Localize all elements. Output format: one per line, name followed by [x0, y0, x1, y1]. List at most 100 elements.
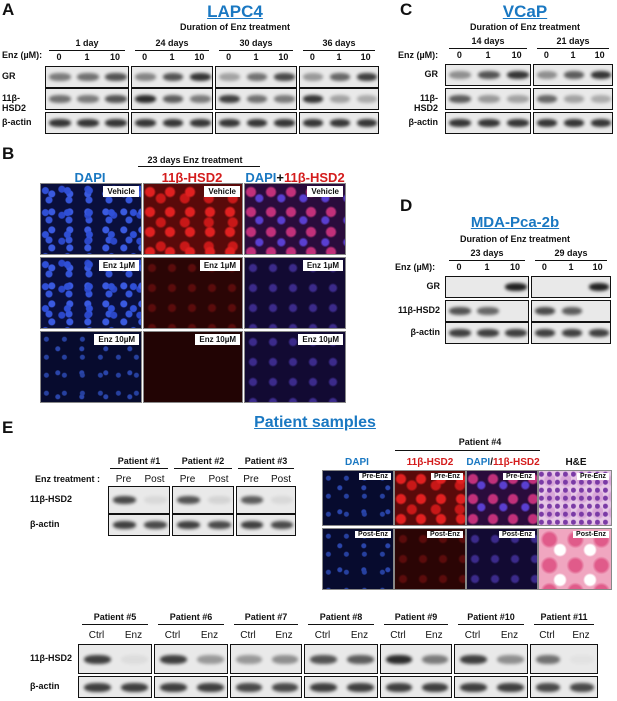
panel-e-merge-hsd2: 11β-HSD2	[493, 457, 540, 468]
panel-e-col-hsd2: 11β-HSD2	[406, 457, 454, 468]
panel-a-dose-label: 1	[169, 52, 175, 62]
panel-e-bottom-row-label-0: 11β-HSD2	[30, 653, 73, 663]
panel-e-merge-slash: /	[490, 457, 493, 468]
panel-e-band	[310, 683, 337, 692]
panel-e-patient-top-1: Patient #2	[181, 456, 225, 466]
panel-e-ctrl-enz: Enz	[124, 630, 143, 641]
panel-e-ctrl-enz: Ctrl	[240, 630, 256, 641]
panel-e-ctrl-enz: Ctrl	[88, 630, 105, 641]
panel-e-band	[460, 683, 487, 692]
panel-e-col-dapi: DAPI	[345, 457, 369, 468]
panel-b-merge-hsd2: 11β-HSD2	[283, 170, 345, 185]
panel-b-micrograph-label: Enz 1µM	[199, 260, 240, 271]
panel-e-band	[272, 655, 298, 664]
panel-e-band	[113, 496, 136, 504]
panel-d-title: MDA-Pca-2b	[470, 214, 560, 231]
panel-c-band	[506, 71, 529, 79]
panel-e-band	[272, 683, 298, 692]
panel-c-band	[563, 119, 585, 127]
panel-a-enz-label: Enz (µM):	[2, 50, 43, 60]
panel-a-blot-strip	[131, 66, 213, 88]
panel-e-blot-strip	[230, 676, 302, 698]
panel-a-band	[105, 119, 127, 127]
panel-b-micrograph: Enz 10µM	[244, 331, 346, 403]
panel-e-band	[570, 655, 594, 664]
panel-a-band	[273, 95, 295, 103]
panel-d-duration-line-0	[449, 260, 525, 261]
panel-c-dose-label: 10	[511, 50, 522, 60]
panel-e-ctrl-enz: Ctrl	[539, 630, 555, 641]
panel-e-band	[144, 521, 167, 529]
panel-e-band	[422, 655, 448, 664]
panel-e-title: Patient samples	[254, 414, 376, 431]
panel-d-band	[449, 329, 471, 337]
panel-b-micrograph-label: Vehicle	[103, 186, 139, 197]
panel-d-band	[535, 329, 556, 337]
panel-c-band	[537, 95, 558, 103]
panel-c-row-label-1: 11β-HSD2	[413, 93, 438, 113]
panel-a-duration-3: 36 days	[322, 38, 356, 48]
panel-e-pre-post: Post	[144, 474, 165, 485]
panel-d-dose-label: 0	[541, 262, 547, 272]
panel-e-patient-bottom-6: Patient #11	[540, 612, 588, 622]
panel-e-patient-bottom-1: Patient #6	[169, 612, 213, 622]
panel-e-micrograph: Pre-Enz	[322, 470, 394, 526]
panel-a-band	[329, 95, 351, 103]
panel-a-dose-label: 1	[336, 52, 342, 62]
panel-a-band	[219, 95, 241, 103]
panel-d-band	[561, 329, 583, 337]
panel-c-duration-line-0	[449, 48, 527, 49]
panel-e-band	[177, 521, 200, 529]
panel-a-band	[77, 73, 99, 81]
panel-b-col-dapi: DAPI	[74, 170, 106, 185]
panel-a-band	[77, 95, 99, 103]
panel-a-band	[189, 119, 211, 127]
panel-a-band	[162, 119, 184, 127]
panel-c-enz-label: Enz (µM):	[398, 50, 439, 60]
panel-e-letter: E	[2, 418, 14, 437]
panel-e-blot-strip	[380, 644, 452, 674]
panel-a-blot-strip	[299, 88, 379, 110]
panel-b-micrograph-label: Enz 10µM	[94, 334, 139, 345]
panel-c-duration-0: 14 days	[471, 36, 505, 46]
panel-e-top-row-label-1: β-actin	[30, 519, 60, 529]
panel-b-micrograph-label: Vehicle	[204, 186, 240, 197]
panel-a-duration-line-0	[49, 50, 125, 51]
panel-c-duration-line-1	[537, 48, 609, 49]
panel-e-ctrl-enz: Ctrl	[314, 630, 331, 641]
panel-c-band	[478, 95, 500, 103]
panel-b-micrograph: Vehicle	[143, 183, 243, 255]
panel-e-patient-bottom-line	[234, 624, 298, 625]
panel-d-band	[561, 307, 583, 315]
panel-e-micrograph: Post-Enz	[322, 528, 394, 590]
panel-a-band	[77, 119, 99, 127]
panel-e-band	[197, 655, 224, 664]
panel-e-patient4: Patient #4	[458, 437, 502, 447]
panel-c-band	[590, 71, 611, 79]
panel-e-blot-strip	[236, 514, 296, 536]
panel-b-micrograph: Enz 10µM	[143, 331, 243, 403]
panel-e-blot-strip	[454, 644, 528, 674]
panel-e-patient-bottom-line	[534, 624, 594, 625]
panel-e-patient-top-line	[110, 468, 168, 469]
panel-a-duration-1: 24 days	[155, 38, 189, 48]
panel-e-blot-strip	[380, 676, 452, 698]
panel-d-row-label-0: GR	[426, 281, 441, 291]
panel-d-blot-strip	[445, 276, 529, 298]
panel-e-ctrl-enz: Enz	[500, 630, 519, 641]
panel-e-blot-strip	[230, 644, 302, 674]
panel-c-dose-label: 10	[594, 50, 605, 60]
panel-a-band	[219, 119, 241, 127]
panel-c-dose-label: 0	[543, 50, 549, 60]
panel-a-band	[189, 95, 211, 103]
panel-e-ctrl-enz: Ctrl	[390, 630, 406, 641]
panel-d-letter: D	[400, 196, 413, 215]
panel-e-band	[310, 655, 337, 664]
panel-a-band	[189, 73, 211, 81]
panel-e-blot-strip	[78, 676, 152, 698]
panel-a-band	[49, 119, 71, 127]
panel-e-band	[536, 655, 560, 664]
panel-e-patient-bottom-line	[158, 624, 224, 625]
panel-e-enz-label: Enz treatment :	[35, 474, 101, 484]
panel-c-band	[590, 119, 611, 127]
